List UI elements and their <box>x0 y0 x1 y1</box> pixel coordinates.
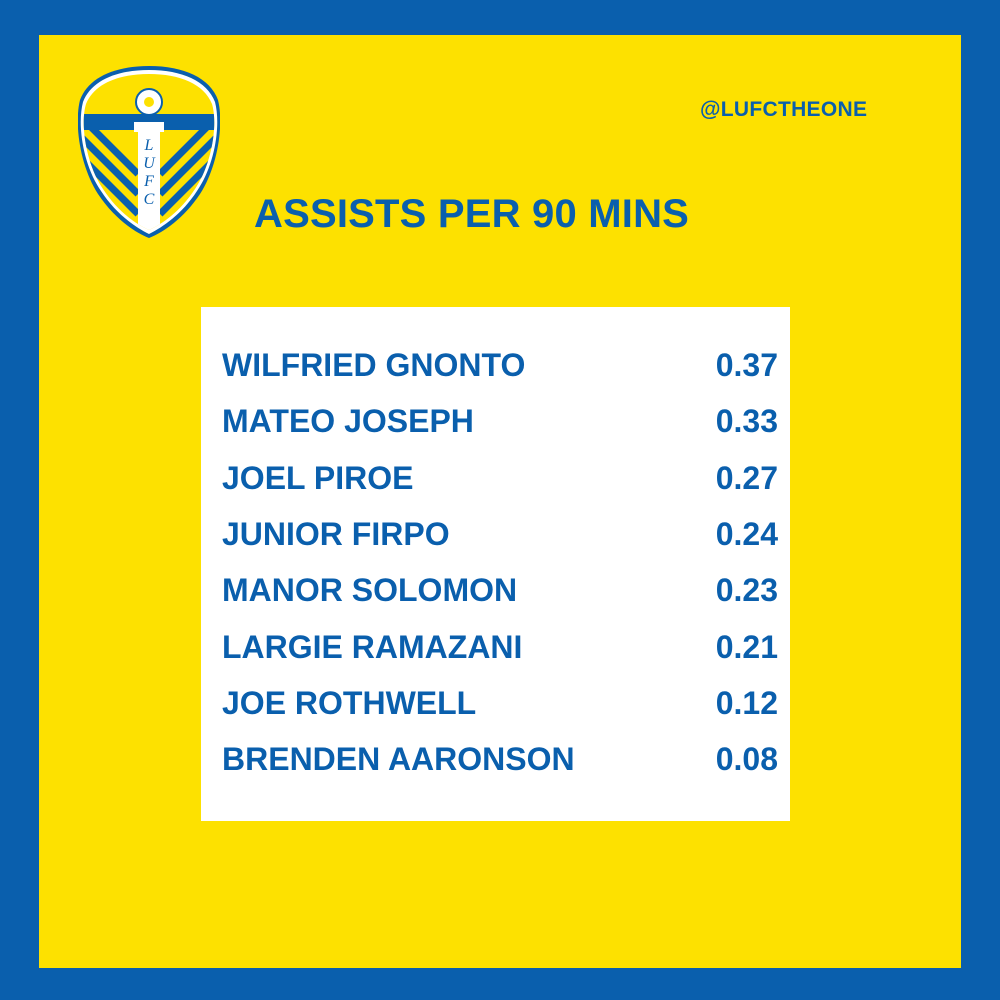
player-name: WILFRIED GNONTO <box>222 347 526 383</box>
table-row: JUNIOR FIRPO 0.24 <box>222 516 778 556</box>
table-row: JOE ROTHWELL 0.12 <box>222 685 778 725</box>
chart-title: ASSISTS PER 90 MINS <box>254 192 690 236</box>
table-row: WILFRIED GNONTO 0.37 <box>222 347 778 387</box>
svg-text:U: U <box>143 155 156 172</box>
player-name: LARGIE RAMAZANI <box>222 628 523 665</box>
assists-value: 0.37 <box>715 347 778 383</box>
twitter-handle: @LUFCTHEONE <box>700 98 868 121</box>
lufc-crest-icon: L U F C <box>78 66 220 238</box>
player-name: JUNIOR FIRPO <box>222 515 450 552</box>
assists-value: 0.27 <box>715 459 778 496</box>
assists-value: 0.33 <box>715 403 778 440</box>
player-name: BRENDEN AARONSON <box>222 741 575 778</box>
assists-value: 0.23 <box>715 572 778 609</box>
assists-value: 0.08 <box>715 741 778 778</box>
table-row: BRENDEN AARONSON 0.08 <box>222 741 778 781</box>
player-name: JOE ROTHWELL <box>222 684 477 721</box>
svg-text:F: F <box>143 173 154 190</box>
stats-table: WILFRIED GNONTO 0.37 MATEO JOSEPH 0.33 JOEL … <box>201 307 790 821</box>
player-name: MANOR SOLOMON <box>222 572 518 609</box>
table-row: MANOR SOLOMON 0.23 <box>222 572 778 612</box>
assists-value: 0.12 <box>715 684 778 721</box>
player-name: JOEL PIROE <box>222 459 414 496</box>
svg-text:L: L <box>144 137 154 154</box>
assists-value: 0.21 <box>715 628 778 665</box>
player-name: MATEO JOSEPH <box>222 403 474 440</box>
svg-text:C: C <box>144 191 155 208</box>
assists-value: 0.24 <box>715 515 778 552</box>
table-row: JOEL PIROE 0.27 <box>222 460 778 500</box>
table-row: LARGIE RAMAZANI 0.21 <box>222 629 778 669</box>
table-row: MATEO JOSEPH 0.33 <box>222 403 778 443</box>
